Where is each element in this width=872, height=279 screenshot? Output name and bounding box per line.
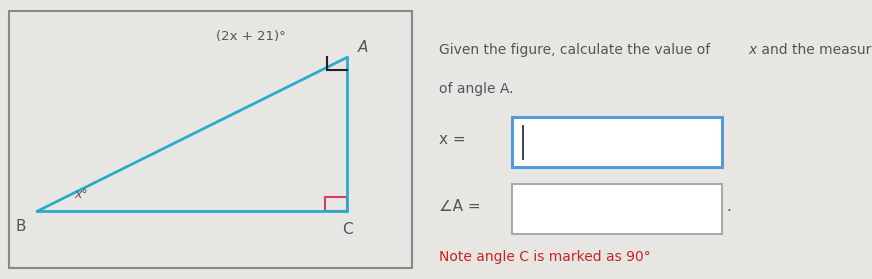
Text: Note angle C is marked as 90°: Note angle C is marked as 90° — [439, 250, 651, 264]
Text: Given the figure, calculate the value of: Given the figure, calculate the value of — [439, 43, 714, 57]
Text: and the measurement: and the measurement — [757, 43, 872, 57]
Text: x°: x° — [74, 188, 88, 201]
Text: C: C — [342, 222, 352, 237]
FancyBboxPatch shape — [512, 184, 721, 234]
Text: ∠A =: ∠A = — [439, 199, 480, 214]
Bar — [325, 197, 347, 211]
Text: .: . — [726, 199, 731, 214]
FancyBboxPatch shape — [512, 117, 721, 167]
Text: x =: x = — [439, 132, 466, 147]
Text: A: A — [358, 40, 369, 55]
Text: of angle A.: of angle A. — [439, 82, 514, 96]
Text: B: B — [16, 219, 26, 234]
Text: x: x — [748, 43, 756, 57]
Text: (2x + 21)°: (2x + 21)° — [215, 30, 285, 43]
